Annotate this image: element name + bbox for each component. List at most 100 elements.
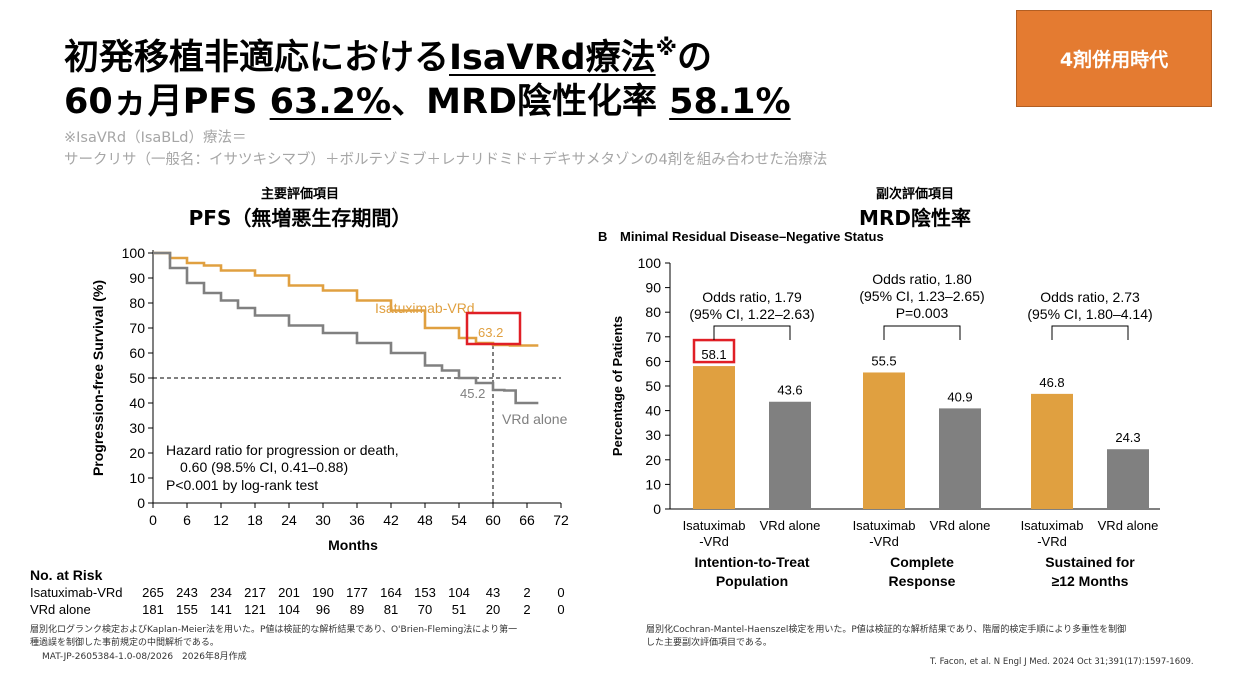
mrd-bar-value-isatuximab-vrd: 46.8 (1039, 375, 1064, 390)
title-mrd-value: 58.1% (669, 82, 791, 122)
risk-table-cell: 234 (210, 585, 232, 600)
era-badge: 4剤併用時代 (1016, 10, 1212, 107)
risk-table-cell: 141 (210, 602, 232, 617)
title-regimen: IsaVRd療法 (449, 38, 656, 78)
km-highlight-box (465, 311, 522, 346)
mrd-x-label-vrd: VRd alone (760, 518, 821, 533)
mrd-bar-isatuximab-vrd (863, 372, 905, 509)
km-x-tick-label: 30 (315, 512, 331, 528)
risk-table-cell: 2 (523, 585, 531, 600)
risk-table-cell: 81 (383, 602, 399, 617)
risk-table-cell: 70 (417, 602, 433, 617)
risk-table-cell: 51 (451, 602, 467, 617)
mrd-bar-value-isatuximab-vrd: 55.5 (871, 353, 896, 368)
km-y-tick-label: 60 (129, 345, 145, 361)
km-y-tick-label: 50 (129, 370, 145, 386)
mrd-group-label-line-1: Sustained for (1045, 554, 1135, 570)
mrd-y-tick-label: 80 (645, 304, 661, 320)
mrd-y-tick-label: 10 (645, 476, 661, 492)
risk-table-cell: 164 (380, 585, 402, 600)
mrd-group-label-line-1: Intention-to-Treat (694, 554, 809, 570)
km-y-tick-label: 80 (129, 295, 145, 311)
mrd-y-tick-label: 70 (645, 329, 661, 345)
mrd-group-label-line-1: Complete (890, 554, 954, 570)
mrd-endpoint-label: 副次評価項目 (875, 187, 954, 202)
mrd-x-label-isatuximab: Isatuximab (853, 518, 916, 533)
risk-table-cell: 96 (315, 602, 331, 617)
pfs-endpoint-label: 主要評価項目 (260, 187, 339, 202)
mrd-group-label-line-2: ≥12 Months (1052, 573, 1129, 589)
regimen-note-2: サークリサ（一般名：イサツキシマブ）＋ボルテゾミブ＋レナリドミド＋デキサメタゾン… (64, 152, 828, 168)
mrd-bar-isatuximab-vrd (693, 366, 735, 509)
mrd-y-tick-label: 30 (645, 427, 661, 443)
km-x-tick-label: 54 (451, 512, 467, 528)
km-y-tick-label: 70 (129, 320, 145, 336)
risk-table-cell: 201 (278, 585, 300, 600)
pfs-km-chart: 0 10 20 30 40 50 60 70 80 90 100 0 6 12 18 24 30 36 42 48 54… (90, 245, 569, 553)
mrd-footnote-line-1: 層別化Cochran-Mantel-Haenszel検定を用いた。P値は検証的な… (646, 625, 1127, 635)
mrd-odds-ratio-text: P=0.003 (896, 305, 949, 321)
mrd-odds-ratio-text: (95% CI, 1.23–2.65) (859, 288, 984, 304)
mrd-odds-ratio-text: Odds ratio, 1.79 (702, 289, 802, 305)
risk-table-row-label: VRd alone (30, 602, 91, 617)
risk-table-cell: 104 (448, 585, 470, 600)
mrd-footnote: 層別化Cochran-Mantel-Haenszel検定を用いた。P値は検証的な… (646, 624, 1206, 650)
risk-table-cell: 265 (142, 585, 164, 600)
mrd-odds-ratio-text: Odds ratio, 2.73 (1040, 289, 1140, 305)
km-hazard-ratio-line-1: Hazard ratio for progression or death, (166, 442, 399, 458)
km-label-vrd-alone: VRd alone (502, 411, 568, 427)
material-code: MAT-JP-2605384-1.0-08/2026 2026年8月作成 (42, 652, 247, 662)
title-pfs-value: 63.2% (269, 82, 392, 122)
risk-table-cell: 20 (485, 602, 501, 617)
km-y-tick-label: 10 (129, 470, 145, 486)
mrd-bar-vrd-alone (939, 408, 981, 509)
mrd-y-tick-label: 50 (645, 378, 661, 394)
mrd-x-label-vrd: VRd alone (930, 518, 991, 533)
km-x-tick-label: 60 (485, 512, 501, 528)
pfs-footnote-line-2: 種過誤を制御した事前規定の中間解析である。 (30, 638, 219, 648)
mrd-bar-isatuximab-vrd (1031, 393, 1073, 509)
risk-table-title: No. at Risk (30, 567, 103, 583)
mrd-x-label-isatuximab-2: -VRd (699, 534, 729, 549)
km-x-tick-label: 0 (149, 512, 157, 528)
km-y-tick-label: 100 (122, 245, 146, 261)
km-curve-vrd-alone (153, 251, 539, 405)
pfs-header: PFS（無増悪生存期間） (188, 206, 412, 230)
risk-table-cell: 190 (312, 585, 334, 600)
km-value-isatuximab-60mo: 63.2 (478, 325, 503, 340)
mrd-y-tick-label: 90 (645, 280, 661, 296)
risk-table-cell: 89 (349, 602, 365, 617)
title-mrd-label: 、MRD陰性化率 (391, 82, 670, 122)
mrd-group-label-line-2: Response (889, 573, 956, 589)
mrd-odds-ratio-text: (95% CI, 1.22–2.63) (689, 306, 814, 322)
risk-table-cell: 155 (176, 602, 198, 617)
km-y-tick-label: 90 (129, 270, 145, 286)
risk-table-row-label: Isatuximab-VRd (30, 585, 123, 600)
mrd-y-axis-label: Percentage of Patients (610, 316, 625, 456)
mrd-y-tick-label: 20 (645, 452, 661, 468)
km-x-tick-label: 24 (281, 512, 297, 528)
mrd-chart-title: Minimal Residual Disease–Negative Status (620, 229, 884, 244)
km-x-tick-label: 48 (417, 512, 433, 528)
km-label-isatuximab-vrd: Isatuximab-VRd (375, 300, 475, 316)
mrd-odds-bracket (1051, 325, 1129, 340)
mrd-y-tick-label: 40 (645, 403, 661, 419)
title-footnote-mark: ※ (655, 36, 677, 61)
risk-table-cell: 121 (244, 602, 266, 617)
mrd-highlight-box (692, 338, 736, 364)
km-y-tick-label: 0 (137, 495, 145, 511)
risk-table-cell: 181 (142, 602, 164, 617)
km-x-axis-label: Months (328, 537, 378, 553)
title-particle: の (676, 38, 712, 78)
km-y-tick-label: 40 (129, 395, 145, 411)
mrd-footnote-line-2: した主要副次評価項目である。 (646, 638, 772, 648)
km-x-tick-label: 42 (383, 512, 399, 528)
km-x-tick-label: 36 (349, 512, 365, 528)
mrd-x-label-isatuximab-2: -VRd (1037, 534, 1067, 549)
mrd-odds-bracket (713, 325, 791, 340)
risk-table-cell: 153 (414, 585, 436, 600)
risk-table-cell: 0 (557, 585, 565, 600)
title-line-2: 60ヵ月PFS 63.2%、MRD陰性化率 58.1% (64, 80, 791, 124)
mrd-bar-value-isatuximab-vrd: 58.1 (701, 347, 726, 362)
